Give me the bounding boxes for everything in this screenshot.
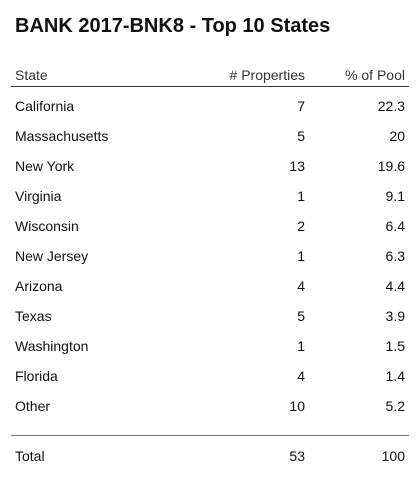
table-row: Texas 5 3.9 — [11, 301, 409, 331]
properties-cell: 1 — [297, 338, 305, 354]
table-row: Washington 1 1.5 — [11, 331, 409, 361]
table-header: State # Properties % of Pool — [11, 64, 409, 87]
pool-cell: 22.3 — [377, 98, 405, 114]
states-table: State # Properties % of Pool California 7… — [11, 64, 409, 471]
table-row: New York 13 19.6 — [11, 151, 409, 181]
total-label: Total — [15, 448, 45, 464]
properties-cell: 5 — [297, 128, 305, 144]
properties-cell: 7 — [297, 98, 305, 114]
properties-cell: 5 — [297, 308, 305, 324]
page-title: BANK 2017-BNK8 - Top 10 States — [15, 15, 331, 37]
pool-cell: 9.1 — [385, 188, 405, 204]
table-row: California 7 22.3 — [11, 91, 409, 121]
state-cell: Other — [15, 398, 51, 414]
pool-cell: 19.6 — [377, 158, 405, 174]
table-body: California 7 22.3 Massachusetts 5 20 New York 1… — [11, 87, 409, 421]
state-cell: Virginia — [15, 188, 62, 204]
state-cell: Massachusetts — [15, 128, 109, 144]
header-pool: % of Pool — [345, 67, 405, 83]
table-row: New Jersey 1 6.3 — [11, 241, 409, 271]
properties-cell: 13 — [289, 158, 305, 174]
total-row: Total 53 100 — [11, 441, 409, 471]
header-state: State — [15, 67, 48, 83]
table-row: Massachusetts 5 20 — [11, 121, 409, 151]
state-cell: Florida — [15, 368, 58, 384]
header-properties: # Properties — [229, 67, 305, 83]
properties-cell: 1 — [297, 188, 305, 204]
state-cell: Texas — [15, 308, 52, 324]
table-row: Other 10 5.2 — [11, 391, 409, 421]
properties-cell: 4 — [297, 278, 305, 294]
total-properties: 53 — [289, 448, 305, 464]
state-cell: Arizona — [15, 278, 63, 294]
state-cell: New York — [15, 158, 75, 174]
pool-cell: 20 — [389, 128, 405, 144]
table-row: Florida 4 1.4 — [11, 361, 409, 391]
pool-cell: 6.4 — [385, 218, 405, 234]
properties-cell: 10 — [289, 398, 305, 414]
table-row: Arizona 4 4.4 — [11, 271, 409, 301]
table-row: Wisconsin 2 6.4 — [11, 211, 409, 241]
properties-cell: 2 — [297, 218, 305, 234]
pool-cell: 3.9 — [385, 308, 405, 324]
state-cell: Wisconsin — [15, 218, 79, 234]
pool-cell: 1.5 — [385, 338, 405, 354]
state-cell: Washington — [15, 338, 89, 354]
state-cell: California — [15, 98, 75, 114]
properties-cell: 4 — [297, 368, 305, 384]
table-row: Virginia 1 9.1 — [11, 181, 409, 211]
total-divider — [11, 421, 409, 436]
pool-cell: 1.4 — [385, 368, 405, 384]
pool-cell: 6.3 — [385, 248, 405, 264]
state-cell: New Jersey — [15, 248, 89, 264]
total-pool: 100 — [381, 448, 405, 464]
pool-cell: 5.2 — [385, 398, 405, 414]
pool-cell: 4.4 — [385, 278, 405, 294]
properties-cell: 1 — [297, 248, 305, 264]
